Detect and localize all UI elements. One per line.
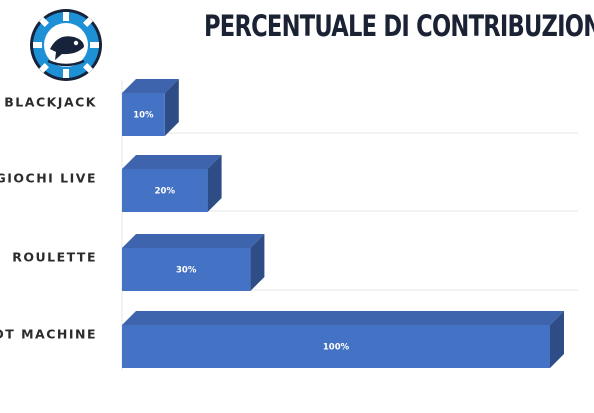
bar-top-face: [122, 311, 564, 325]
category-label: GIOCHI LIVE: [0, 171, 97, 186]
bar-side-face: [550, 311, 564, 368]
bar-front-face: [122, 169, 208, 212]
bar-data-label: 100%: [323, 343, 350, 353]
bar-data-label: 20%: [155, 187, 176, 197]
bar-top-face: [122, 79, 179, 93]
bar-front-face: [122, 325, 550, 368]
category-label: SLOT MACHINE: [0, 327, 97, 342]
bar-front-face: [122, 248, 251, 291]
bar-top-face: [122, 155, 222, 169]
bar-top-face: [122, 234, 265, 248]
fish-chip-logo-icon: [30, 9, 102, 81]
category-label: ROULETTE: [12, 250, 97, 265]
bar-side-face: [207, 155, 222, 212]
category-label: BLACKJACK: [4, 95, 97, 110]
bar: [122, 155, 222, 212]
bar-data-label: 30%: [176, 266, 197, 276]
bar: [122, 311, 564, 368]
bar-side-face: [250, 234, 265, 291]
bar-data-label: 10%: [133, 111, 154, 121]
bar-front-face: [122, 93, 165, 136]
bar: [122, 79, 179, 136]
bar: [122, 234, 265, 291]
bar-side-face: [164, 79, 179, 136]
